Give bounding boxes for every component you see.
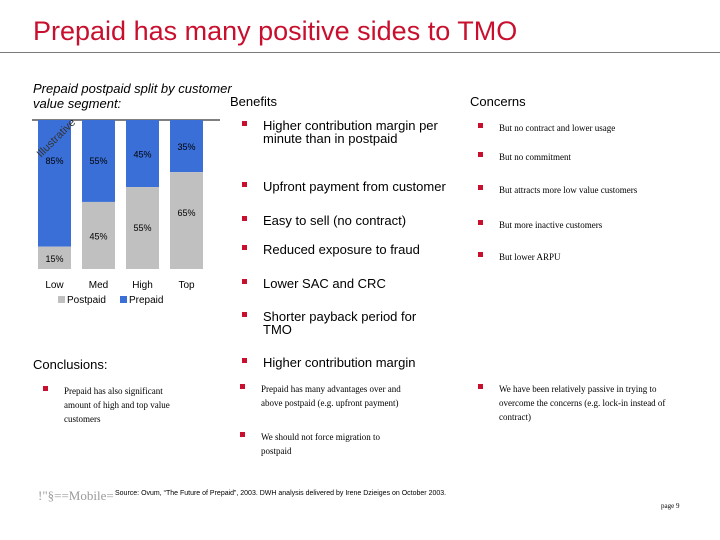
page-number: page 9 bbox=[661, 502, 680, 510]
bullet-icon bbox=[478, 152, 483, 157]
page-title: Prepaid has many positive sides to TMO bbox=[33, 16, 518, 46]
bullet-icon bbox=[43, 386, 48, 391]
bullet-icon bbox=[242, 216, 247, 221]
bar-prepaid bbox=[38, 120, 71, 247]
category-label: Med bbox=[89, 280, 108, 291]
chart-title: Prepaid postpaid split by customer value… bbox=[33, 81, 232, 111]
title-divider bbox=[0, 52, 720, 53]
bar-postpaid bbox=[126, 187, 159, 269]
data-label-prepaid: 35% bbox=[177, 142, 195, 152]
concerns-heading: Concerns bbox=[470, 94, 526, 109]
company-logo: !"§==Mobile= bbox=[38, 488, 114, 503]
legend-swatch bbox=[120, 296, 127, 303]
source-note: Source: Ovum, “The Future of Prepaid”, 2… bbox=[115, 490, 447, 497]
legend-swatch bbox=[58, 296, 65, 303]
bar-postpaid bbox=[38, 246, 71, 269]
bullet-icon bbox=[478, 185, 483, 190]
bar-prepaid bbox=[126, 120, 159, 188]
bullet-icon bbox=[242, 182, 247, 187]
bullet-icon bbox=[478, 252, 483, 257]
benefits-heading: Benefits bbox=[230, 94, 277, 109]
legend-label: Postpaid bbox=[67, 295, 106, 306]
data-label-prepaid: 55% bbox=[89, 156, 107, 166]
legend-label: Prepaid bbox=[129, 295, 163, 306]
data-label-postpaid: 15% bbox=[45, 254, 63, 264]
data-label-postpaid: 45% bbox=[89, 231, 107, 241]
category-label: Top bbox=[178, 280, 195, 291]
stacked-bar-chart: 85%15%55%45%45%55%35%65% Illustrative Lo… bbox=[32, 117, 220, 306]
category-labels: Low Med High Top bbox=[45, 280, 195, 291]
bullet-icon bbox=[242, 121, 247, 126]
bullet-icon bbox=[242, 245, 247, 250]
data-label-prepaid: 45% bbox=[133, 150, 151, 160]
bars: 85% 15% 55% 45% 45% 55% 35% 65% bbox=[38, 120, 203, 269]
bullet-icon bbox=[240, 384, 245, 389]
data-label-postpaid: 55% bbox=[133, 223, 151, 233]
bullet-icon bbox=[478, 123, 483, 128]
bullet-icon bbox=[240, 432, 245, 437]
data-label-prepaid: 85% bbox=[45, 156, 63, 166]
bullet-icon bbox=[478, 220, 483, 225]
bullet-icon bbox=[242, 358, 247, 363]
bar-postpaid bbox=[82, 201, 115, 269]
chart-legend: Postpaid Prepaid bbox=[58, 295, 163, 306]
bar-prepaid bbox=[82, 120, 115, 202]
category-label: High bbox=[132, 280, 153, 291]
category-label: Low bbox=[45, 280, 64, 291]
data-label-postpaid: 65% bbox=[177, 208, 195, 218]
bullet-icon bbox=[478, 384, 483, 389]
bar-postpaid bbox=[170, 172, 203, 269]
conclusions-heading: Conclusions: bbox=[33, 357, 108, 372]
bar-prepaid bbox=[170, 120, 203, 173]
bullet-icon bbox=[242, 279, 247, 284]
bullet-icon bbox=[242, 312, 247, 317]
